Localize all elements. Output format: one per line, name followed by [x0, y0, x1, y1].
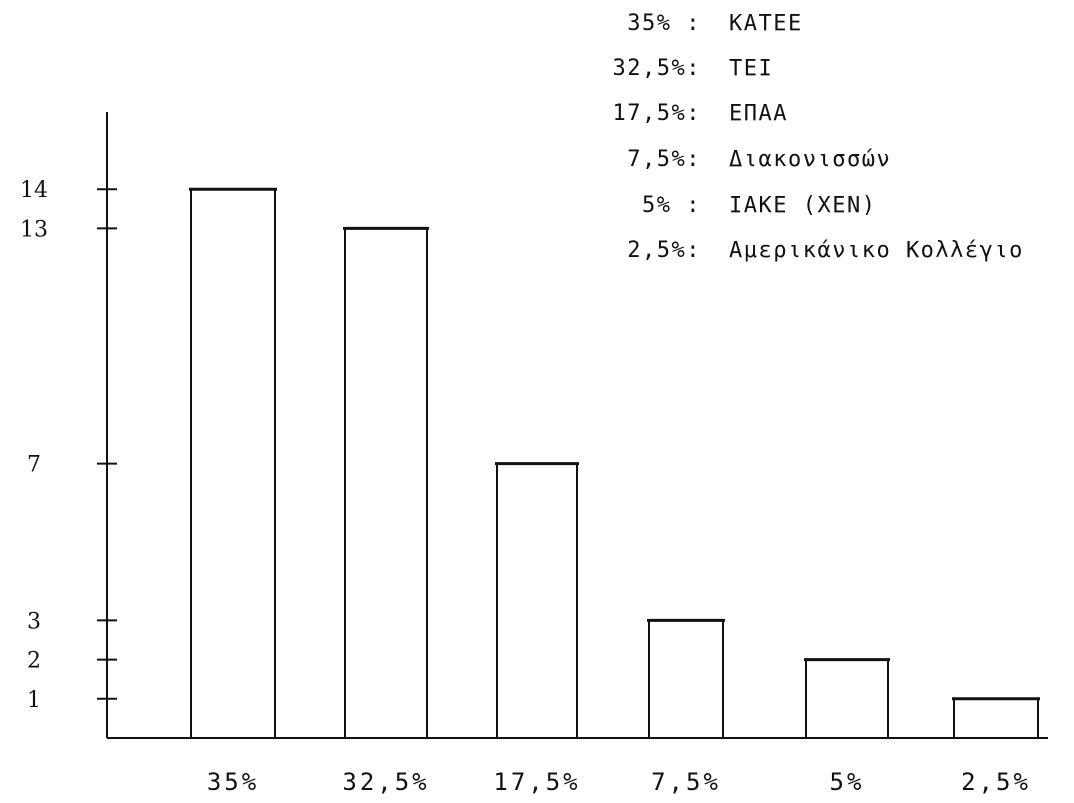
- bar-outline: [190, 188, 276, 738]
- x-tick-labels-group: 35% 32,5% 17,5% 7,5% 5% 2,5%: [207, 768, 1031, 796]
- bar-outline: [496, 462, 578, 738]
- bar-outline: [953, 697, 1039, 738]
- legend: 35% : ΚΑΤΕΕ 32,5%: ΤΕΙ 17,5%: ΕΠΑΑ 7,5%: Διακον…: [613, 11, 1024, 263]
- x-tick-label: 7,5%: [651, 768, 721, 796]
- y-ticks-group: 14 13 7 3 2 1: [20, 178, 117, 713]
- legend-percent: 2,5%:: [627, 238, 701, 263]
- x-tick-label: 35%: [207, 768, 259, 796]
- y-tick-label: 14: [20, 178, 48, 203]
- legend-label: ΙΑΚΕ (ΧΕΝ): [729, 193, 876, 218]
- legend-entry: 2,5%: Αμερικάνικο Κολλέγιο: [627, 238, 1024, 263]
- y-tick-label: 1: [27, 688, 41, 713]
- x-tick-label: 32,5%: [342, 768, 429, 796]
- x-tick-label: 17,5%: [493, 768, 580, 796]
- bar-5: [804, 658, 890, 738]
- y-tick-label: 2: [27, 649, 41, 674]
- legend-entry: 5% : ΙΑΚΕ (ΧΕΝ): [642, 193, 876, 218]
- legend-label: ΕΠΑΑ: [729, 101, 788, 126]
- legend-label: Διακονισσών: [729, 147, 891, 172]
- bar-outline: [805, 658, 889, 738]
- legend-percent: 7,5%:: [627, 147, 701, 172]
- legend-entry: 7,5%: Διακονισσών: [627, 147, 891, 172]
- bar-4: [647, 618, 725, 738]
- legend-label: ΤΕΙ: [729, 56, 773, 81]
- legend-percent: 32,5%:: [613, 56, 701, 81]
- legend-label: ΚΑΤΕΕ: [729, 11, 803, 36]
- legend-percent: 17,5%:: [613, 101, 701, 126]
- bar-outline: [648, 619, 724, 738]
- legend-percent: 35% :: [627, 11, 701, 36]
- x-tick-label: 2,5%: [961, 768, 1031, 796]
- legend-label: Αμερικάνικο Κολλέγιο: [729, 238, 1024, 263]
- bar-6: [952, 697, 1040, 738]
- y-tick-label: 7: [27, 453, 41, 478]
- legend-entry: 17,5%: ΕΠΑΑ: [613, 101, 788, 126]
- bar-3: [495, 462, 579, 738]
- legend-entry: 35% : ΚΑΤΕΕ: [627, 11, 803, 36]
- bar-outline: [344, 227, 428, 738]
- legend-entry: 32,5%: ΤΕΙ: [613, 56, 773, 81]
- x-tick-label: 5%: [830, 768, 865, 796]
- legend-percent: 5% :: [642, 193, 701, 218]
- y-tick-label: 3: [27, 609, 41, 634]
- y-tick-label: 13: [20, 217, 48, 242]
- bar-1: [189, 187, 277, 738]
- bar-2: [343, 226, 429, 738]
- bars-group: [189, 187, 1040, 738]
